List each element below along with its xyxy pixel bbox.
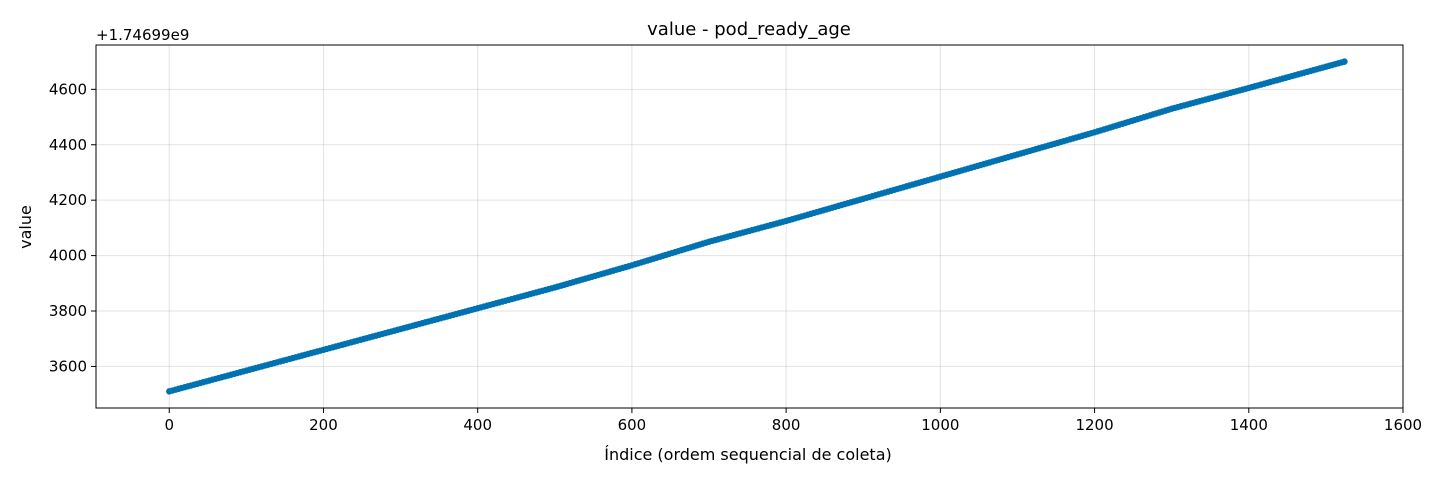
chart-title: value - pod_ready_age: [647, 19, 851, 40]
data-point: [1341, 58, 1348, 65]
x-axis-title: Índice (ordem sequencial de coleta): [604, 445, 892, 464]
x-tick-label: 1400: [1230, 416, 1268, 434]
y-tick-label: 4400: [49, 136, 87, 154]
data-series: [166, 58, 1348, 395]
y-tick-label: 4600: [49, 80, 87, 98]
grid: [96, 45, 1404, 408]
x-tick-label: 200: [309, 416, 338, 434]
ticks: 0 200 400 600 800 1000 1200 1400 1600 3600 3800 400…: [49, 80, 1422, 434]
x-tick-label: 1200: [1075, 416, 1113, 434]
y-tick-label: 4000: [49, 247, 87, 265]
x-tick-label: 1600: [1384, 416, 1422, 434]
y-tick-label: 3600: [49, 357, 87, 375]
y-tick-label: 4200: [49, 191, 87, 209]
y-tick-label: 3800: [49, 302, 87, 320]
plot-frame: [95, 44, 1404, 409]
y-axis-title: value: [16, 205, 35, 249]
x-tick-label: 800: [772, 416, 801, 434]
x-tick-label: 0: [164, 416, 174, 434]
x-tick-label: 1000: [921, 416, 959, 434]
x-tick-label: 400: [463, 416, 492, 434]
y-offset-label: +1.74699e9: [96, 26, 189, 44]
x-tick-label: 600: [618, 416, 647, 434]
